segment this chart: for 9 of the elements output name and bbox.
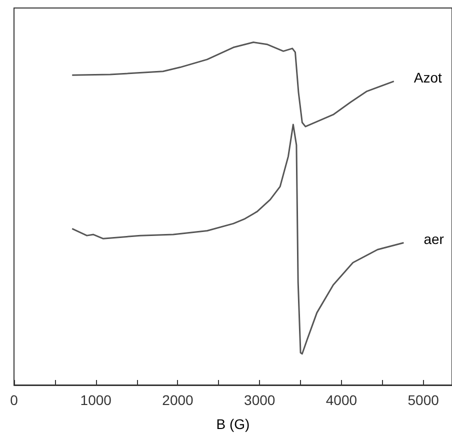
x-tick-label: 5000	[408, 392, 440, 408]
x-tick-label: 0	[10, 392, 18, 408]
series-label: Azot	[414, 69, 442, 86]
series-label: aer	[424, 230, 444, 247]
x-axis-title: B (G)	[216, 416, 250, 432]
x-tick-label: 1000	[80, 392, 112, 408]
x-tick-label: 4000	[326, 392, 358, 408]
x-tick-label: 2000	[162, 392, 194, 408]
x-tick-label: 3000	[244, 392, 276, 408]
